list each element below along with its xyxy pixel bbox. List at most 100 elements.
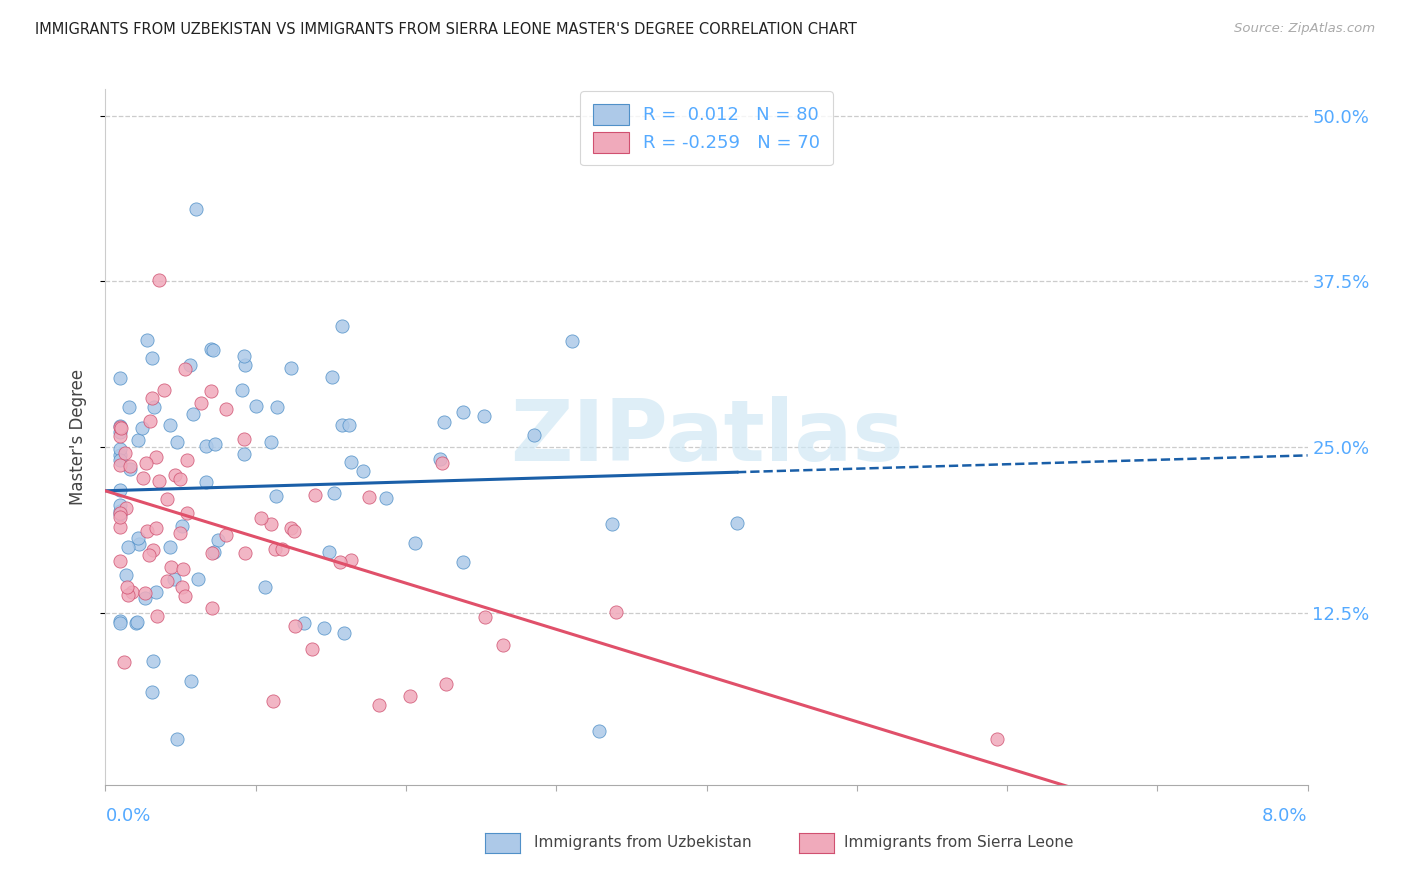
Point: [404, 536, 426, 550]
Point: [200, 342, 222, 356]
Point: [176, 506, 198, 520]
Point: [352, 464, 374, 478]
Point: [128, 537, 150, 551]
Point: [179, 358, 201, 372]
Point: [153, 384, 176, 398]
Point: [250, 511, 273, 525]
Point: [312, 621, 335, 635]
Point: [337, 418, 360, 433]
Point: [215, 528, 238, 542]
Point: [190, 396, 212, 410]
Text: Source: ZipAtlas.com: Source: ZipAtlas.com: [1234, 22, 1375, 36]
Point: [110, 483, 132, 497]
Point: [156, 492, 179, 507]
Point: [375, 491, 398, 505]
Point: [110, 442, 132, 456]
Point: [181, 408, 204, 422]
Point: [110, 510, 132, 524]
Point: [339, 553, 361, 567]
Point: [280, 521, 302, 535]
Point: [110, 554, 132, 568]
Point: [170, 580, 193, 594]
Point: [131, 421, 153, 435]
Point: [125, 615, 148, 630]
Point: [145, 521, 167, 535]
Point: [195, 475, 218, 490]
Point: [159, 417, 181, 432]
Point: [433, 415, 456, 429]
Point: [262, 694, 284, 708]
Point: [135, 524, 157, 538]
Point: [141, 391, 163, 405]
Point: [245, 399, 267, 413]
Point: [207, 533, 229, 548]
Point: [232, 349, 254, 363]
Point: [110, 425, 132, 440]
Point: [110, 616, 132, 631]
Point: [166, 434, 188, 449]
Point: [194, 439, 217, 453]
Point: [368, 698, 391, 713]
Point: [110, 418, 132, 433]
Point: [141, 685, 163, 699]
Point: [145, 585, 167, 599]
Point: [172, 562, 194, 576]
Point: [114, 446, 136, 460]
Point: [187, 572, 209, 586]
Point: [264, 542, 287, 557]
Point: [271, 541, 294, 556]
Point: [131, 471, 153, 485]
Point: [121, 585, 143, 599]
Point: [127, 433, 149, 447]
Point: [318, 545, 340, 559]
Point: [321, 370, 343, 384]
Point: [162, 572, 184, 586]
Point: [264, 489, 287, 503]
Point: [304, 488, 326, 502]
Point: [169, 471, 191, 485]
Point: [135, 456, 157, 470]
Point: [118, 400, 141, 414]
Point: [156, 574, 179, 588]
Point: [202, 545, 225, 559]
Point: [142, 543, 165, 558]
Legend: R =  0.012   N = 80, R = -0.259   N = 70: R = 0.012 N = 80, R = -0.259 N = 70: [581, 91, 832, 166]
Point: [474, 610, 496, 624]
Point: [127, 531, 149, 545]
Point: [561, 334, 583, 349]
Point: [148, 475, 170, 489]
Point: [110, 453, 132, 467]
Point: [110, 498, 132, 512]
Point: [233, 432, 256, 446]
Point: [110, 506, 132, 520]
Point: [110, 508, 132, 522]
Y-axis label: Master's Degree: Master's Degree: [69, 369, 87, 505]
Point: [159, 540, 181, 554]
Point: [176, 453, 198, 467]
Point: [134, 586, 156, 600]
Point: [725, 516, 748, 530]
Point: [184, 202, 207, 216]
Point: [201, 546, 224, 560]
Point: [332, 318, 354, 333]
Point: [166, 731, 188, 746]
Point: [231, 383, 253, 397]
Point: [138, 548, 160, 562]
Point: [134, 591, 156, 605]
Text: Immigrants from Uzbekistan: Immigrants from Uzbekistan: [534, 836, 752, 850]
Point: [451, 556, 474, 570]
Point: [110, 421, 132, 435]
Point: [110, 614, 132, 628]
Point: [254, 580, 277, 594]
Point: [173, 589, 195, 603]
Point: [280, 361, 302, 376]
Point: [432, 456, 454, 470]
Point: [148, 273, 170, 287]
Point: [260, 435, 283, 450]
Point: [451, 405, 474, 419]
Point: [434, 677, 457, 691]
Point: [233, 448, 256, 462]
Point: [139, 414, 162, 428]
Point: [146, 608, 169, 623]
Point: [117, 541, 139, 555]
